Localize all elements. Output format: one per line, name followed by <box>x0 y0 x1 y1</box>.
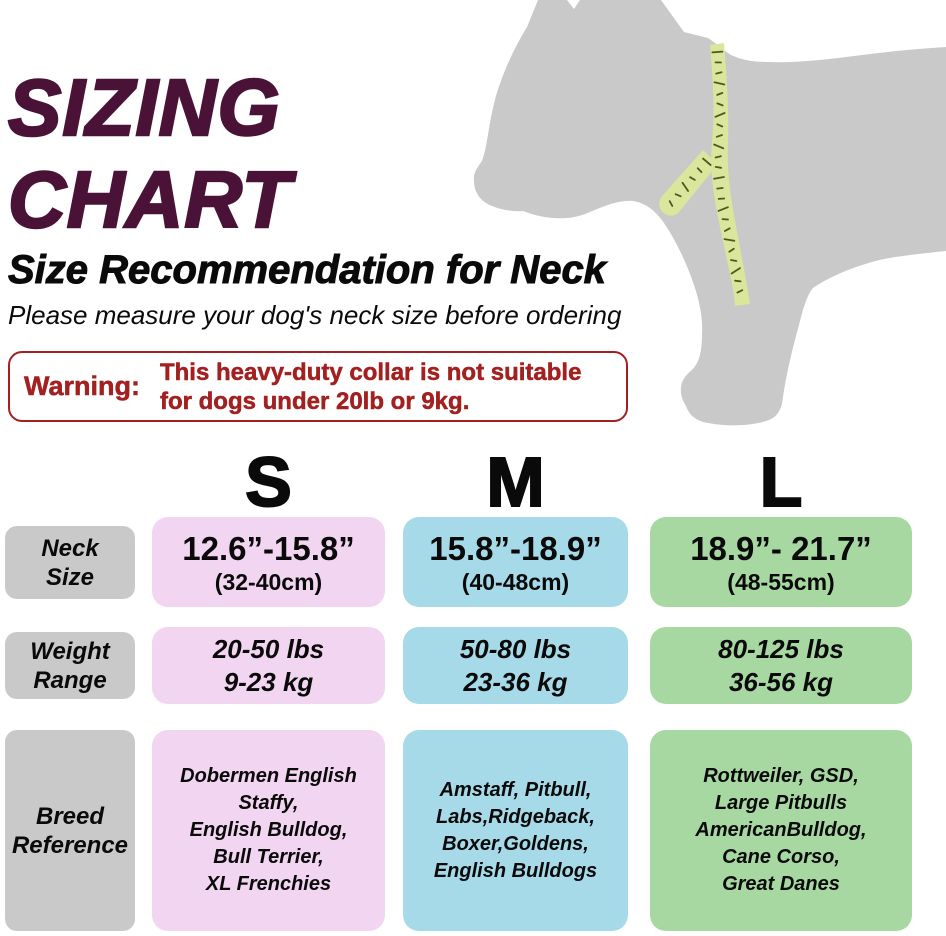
measure-note: Please measure your dog's neck size befo… <box>8 300 622 330</box>
column-header-s: S <box>244 443 293 521</box>
weight-range-cell-l: 80-125 lbs 36-56 kg <box>650 627 912 704</box>
column-header-m: M <box>485 443 545 521</box>
breed-reference-cell-s: Dobermen English Staffy, English Bulldog… <box>152 730 385 931</box>
page-title: SIZING CHART <box>7 62 292 246</box>
weight-range-l: 80-125 lbs 36-56 kg <box>718 633 844 697</box>
neck-size-cell-l: 18.9”- 21.7” (48-55cm) <box>650 517 912 607</box>
weight-range-s: 20-50 lbs 9-23 kg <box>212 633 325 697</box>
page-subtitle: Size Recommendation for Neck <box>8 248 607 293</box>
neck-size-cm-s: (32-40cm) <box>214 569 323 595</box>
neck-size-inches-l: 18.9”- 21.7” <box>690 530 872 567</box>
warning-text: This heavy-duty collar is not suitable f… <box>159 358 582 415</box>
column-header-l: L <box>759 443 804 521</box>
warning-box: Warning: This heavy-duty collar is not s… <box>8 351 628 422</box>
neck-size-cm-m: (40-48cm) <box>461 569 570 595</box>
dog-silhouette <box>473 0 946 426</box>
tape-tick-marks <box>668 50 744 294</box>
weight-range-m: 50-80 lbs 23-36 kg <box>459 633 572 697</box>
neck-size-cell-m: 15.8”-18.9” (40-48cm) <box>403 517 628 607</box>
row-label-neck-size: Neck Size <box>5 526 135 599</box>
neck-size-inches-s: 12.6”-15.8” <box>182 530 355 567</box>
row-label-weight-range: Weight Range <box>5 632 135 699</box>
weight-range-cell-m: 50-80 lbs 23-36 kg <box>403 627 628 704</box>
neck-size-cm-l: (48-55cm) <box>727 569 835 595</box>
measuring-tape-branch <box>659 150 718 216</box>
measuring-tape-main <box>710 43 750 306</box>
row-label-breed-reference: Breed Reference <box>5 730 135 931</box>
neck-size-inches-m: 15.8”-18.9” <box>429 530 602 567</box>
dog-collar-illustration <box>473 0 946 426</box>
breed-reference-cell-m: Amstaff, Pitbull, Labs,Ridgeback, Boxer,… <box>403 730 628 931</box>
weight-range-cell-s: 20-50 lbs 9-23 kg <box>152 627 385 704</box>
breed-reference-cell-l: Rottweiler, GSD, Large Pitbulls American… <box>650 730 912 931</box>
breed-list-m: Amstaff, Pitbull, Labs,Ridgeback, Boxer,… <box>433 778 598 882</box>
neck-size-cell-s: 12.6”-15.8” (32-40cm) <box>152 517 385 607</box>
breed-list-l: Rottweiler, GSD, Large Pitbulls American… <box>695 765 867 895</box>
warning-label: Warning: <box>24 371 140 402</box>
breed-list-s: Dobermen English Staffy, English Bulldog… <box>180 765 357 895</box>
